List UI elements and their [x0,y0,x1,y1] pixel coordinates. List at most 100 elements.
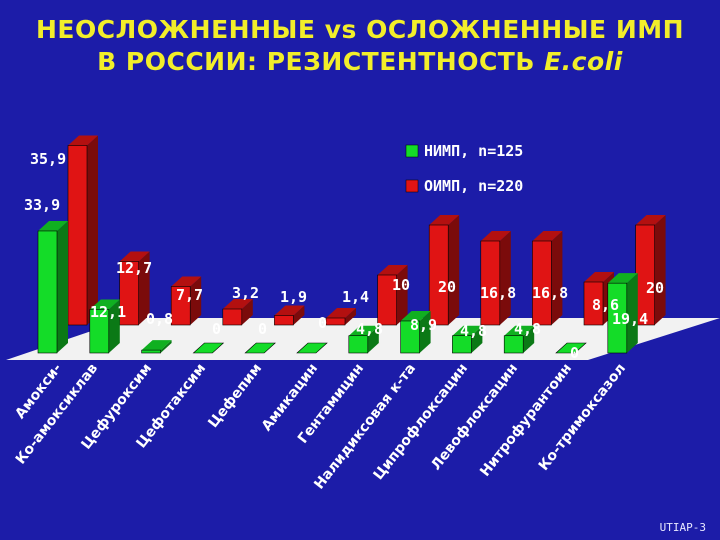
label-nimp-0: 33,9 [24,196,60,214]
bar-oimp-2 [170,286,191,326]
bar-oimp-0 [67,145,88,326]
bar-oimp-11-side [654,215,666,325]
bar-oimp-4 [274,315,294,326]
bar-nimp-7-top [400,310,431,321]
label-nimp-1: 12,1 [90,303,126,321]
bar-nimp-6-side [367,325,379,353]
bar-oimp-0-top [68,135,98,146]
category-label-4: Цефепим [205,361,265,431]
legend-swatch-nimp [405,144,419,158]
bar-nimp-9 [503,335,524,354]
label-nimp-5: 0 [318,314,327,332]
bar-oimp-2-side [190,276,202,325]
label-nimp-4: 0 [258,320,267,338]
bar-nimp-4 [244,342,276,354]
bar-nimp-1-top [89,299,120,310]
title-organism: E.coli [544,47,623,76]
legend-label-oimp: ОИМП, n=220 [424,177,523,195]
bar-oimp-0-side [87,135,98,325]
bar-nimp-3 [192,342,225,354]
bar-oimp-4-top [274,305,305,316]
category-label-7: Налидиксовая к-та [311,361,419,493]
bar-nimp-8-side [471,325,483,353]
bar-oimp-5 [325,317,346,326]
label-nimp-7: 8,9 [410,316,437,334]
bar-oimp-5-top [326,308,356,318]
label-oimp-4: 1,9 [280,288,307,306]
bar-oimp-4-side [293,305,305,325]
bar-nimp-2-top [141,340,172,351]
bar-oimp-10-top [584,272,614,282]
label-oimp-10: 8,6 [592,296,619,314]
title-line-1: НЕОСЛОЖНЕННЫЕ vs ОСЛОЖНЕННЫЕ ИМП [35,15,685,44]
bar-nimp-0 [37,230,58,354]
bar-oimp-11-top [635,215,666,225]
bar-nimp-0-top [38,220,68,231]
legend-swatch-oimp [405,179,419,193]
bar-nimp-11-top [607,273,638,284]
bar-oimp-1-top [119,251,150,262]
bar-nimp-5 [296,342,328,354]
bar-oimp-6-top [377,265,408,275]
label-nimp-2: 0,8 [146,310,173,328]
label-oimp-7: 20 [438,278,456,296]
bar-oimp-9-top [532,231,563,241]
label-nimp-10: 0 [570,344,579,362]
bar-oimp-9 [532,240,552,326]
label-oimp-8: 16,8 [480,284,516,302]
bar-oimp-8 [480,240,501,326]
label-oimp-11: 20 [646,279,664,297]
bar-oimp-6 [377,274,397,326]
bar-oimp-1 [119,261,139,326]
label-oimp-0: 35,9 [30,150,66,168]
bar-oimp-7-side [448,215,460,325]
bar-oimp-3-top [222,299,253,309]
label-nimp-3: 0 [212,320,221,338]
title-line-2-prefix: В РОССИИ: РЕЗИСТЕНТНОСТЬ [97,47,545,76]
bar-oimp-1-side [138,251,150,325]
bar-oimp-8-top [480,231,511,241]
bar-nimp-2-side [160,340,172,353]
label-oimp-5: 1,4 [342,288,369,306]
bar-oimp-10 [583,281,604,326]
bar-nimp-11-side [626,273,638,353]
bar-nimp-7 [400,320,420,354]
category-label-10: Нитрофурантоин [477,361,575,480]
bar-oimp-3-side [241,299,253,325]
label-oimp-6: 10 [392,276,410,294]
bar-oimp-7 [428,224,449,326]
label-oimp-9: 16,8 [532,284,568,302]
bar-nimp-1-side [108,299,120,353]
bar-nimp-9-top [504,325,535,336]
label-oimp-1: 12,7 [116,259,152,277]
bar-oimp-8-side [499,231,511,325]
legend-label-nimp: НИМП, n=125 [424,142,523,160]
bar-nimp-6 [348,335,369,354]
bar-nimp-6-top [348,325,379,336]
bar-nimp-1 [89,309,110,354]
bar-nimp-2 [141,349,161,354]
label-nimp-8: 4,8 [460,322,487,340]
bar-oimp-9-side [551,231,563,325]
chart-title: НЕОСЛОЖНЕННЫЕ vs ОСЛОЖНЕННЫЕ ИМП В РОССИ… [0,14,720,78]
bar-oimp-5-side [345,308,356,325]
label-nimp-6: 4,8 [356,320,383,338]
footer-code: UTIAP-3 [659,521,706,534]
bar-nimp-9-side [523,325,535,353]
bar-nimp-10 [555,342,587,354]
label-oimp-3: 3,2 [232,284,259,302]
category-label-8: Ципрофлоксацин [371,361,472,484]
bar-oimp-2-top [171,276,202,287]
bar-nimp-8 [452,335,472,354]
label-nimp-11: 19,4 [612,310,648,328]
bar-nimp-7-side [419,310,431,353]
bar-nimp-8-top [452,325,483,336]
bar-nimp-0-side [57,220,68,353]
bar-oimp-7-top [429,215,460,225]
bar-oimp-3 [222,308,243,326]
title-line-2: В РОССИИ: РЕЗИСТЕНТНОСТЬ E.coli [0,46,720,78]
label-nimp-9: 4,8 [514,320,541,338]
bar-nimp-11 [607,282,628,354]
label-oimp-2: 7,7 [176,286,203,304]
